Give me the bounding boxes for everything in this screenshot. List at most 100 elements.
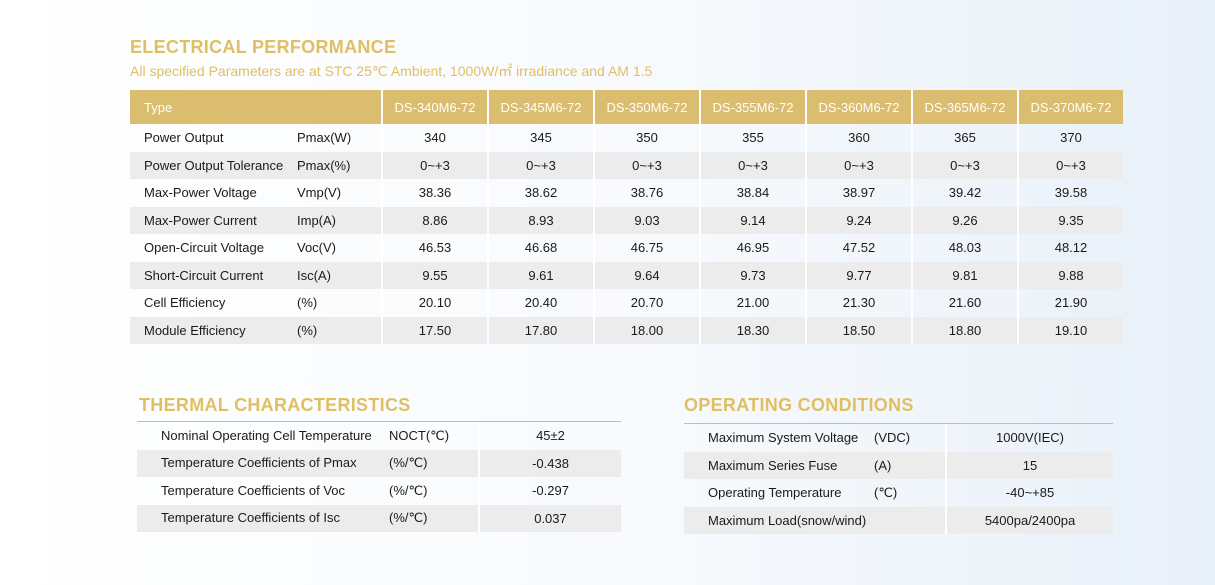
value-cell: 18.80 — [912, 316, 1019, 344]
parameter-unit: (VDC) — [874, 430, 911, 446]
operating-divider — [684, 423, 1113, 424]
thermal-characteristics-title: THERMAL CHARACTERISTICS — [139, 395, 411, 415]
table-row: Max-Power Current Imp(A) 8.86 8.93 9.03 9.14 9… — [130, 206, 1123, 234]
parameter-unit: Voc(V) — [297, 240, 337, 256]
model-header: DS-370M6-72 — [1018, 90, 1123, 124]
table-row: Module Efficiency (%) 17.50 17.80 18.00 18.30… — [130, 316, 1123, 344]
parameter-name: Temperature Coefficients of Voc — [161, 482, 346, 498]
parameter-label: Temperature Coefficients of Isc (%/℃) — [137, 504, 479, 532]
model-header: DS-360M6-72 — [806, 90, 913, 124]
operating-conditions-table: Maximum System Voltage (VDC) 1000V(IEC) Max… — [684, 424, 1113, 534]
value-cell: 39.42 — [912, 179, 1019, 207]
value-cell: 38.97 — [806, 179, 913, 207]
value-cell: 38.36 — [382, 179, 489, 207]
value-cell: 17.80 — [488, 316, 595, 344]
parameter-name: Module Efficiency — [144, 322, 246, 338]
parameter-label: Temperature Coefficients of Pmax (%/℃) — [137, 449, 479, 477]
table-header-row: Type DS-340M6-72 DS-345M6-72 DS-350M6-72… — [130, 90, 1123, 124]
parameter-name: Power Output — [144, 130, 224, 146]
value-cell: 9.81 — [912, 261, 1019, 289]
parameter-name: Temperature Coefficients of Isc — [161, 510, 340, 526]
model-header: DS-365M6-72 — [912, 90, 1019, 124]
operating-conditions-title: OPERATING CONDITIONS — [684, 395, 914, 415]
table-row: Nominal Operating Cell Temperature NOCT(℃… — [137, 422, 621, 450]
value-cell: 8.86 — [382, 206, 489, 234]
value-cell: 38.84 — [700, 179, 807, 207]
parameter-name: Maximum System Voltage — [708, 430, 859, 446]
parameter-label: Power Output Pmax(W) — [130, 124, 383, 152]
value-cell: 20.10 — [382, 289, 489, 317]
parameter-label: Operating Temperature (℃) — [684, 479, 946, 507]
parameter-name: Power Output Tolerance — [144, 157, 284, 173]
table-row: Cell Efficiency (%) 20.10 20.40 20.70 21.00 21… — [130, 289, 1123, 317]
electrical-performance-title: ELECTRICAL PERFORMANCE — [130, 37, 397, 57]
thermal-divider — [137, 421, 621, 422]
value-cell: 21.30 — [806, 289, 913, 317]
value-cell: 18.00 — [594, 316, 701, 344]
parameter-unit: Isc(A) — [297, 267, 331, 283]
parameter-name: Operating Temperature — [708, 484, 842, 500]
value-cell: 21.60 — [912, 289, 1019, 317]
value-cell: 9.03 — [594, 206, 701, 234]
parameter-label: Maximum Load(snow/wind) — [684, 506, 946, 534]
type-header: Type — [130, 90, 383, 124]
table-row: Temperature Coefficients of Voc (%/℃) -0.2… — [137, 477, 621, 505]
value-cell: 355 — [700, 124, 807, 152]
parameter-name: Temperature Coefficients of Pmax — [161, 455, 357, 471]
value-cell: 45±2 — [478, 422, 621, 450]
table-row: Open-Circuit Voltage Voc(V) 46.53 46.68 46.7… — [130, 234, 1123, 262]
table-row: Operating Temperature (℃) -40~+85 — [684, 479, 1113, 507]
value-cell: 48.03 — [912, 234, 1019, 262]
parameter-unit: NOCT(℃) — [389, 427, 450, 443]
value-cell: 360 — [806, 124, 913, 152]
table-row: Power Output Pmax(W) 340 345 350 355 360 365 370 — [130, 124, 1123, 152]
parameter-label: Max-Power Current Imp(A) — [130, 206, 383, 234]
electrical-performance-subtitle: All specified Parameters are at STC 25℃ … — [130, 63, 653, 79]
parameter-label: Maximum Series Fuse (A) — [684, 451, 946, 479]
value-cell: 18.30 — [700, 316, 807, 344]
value-cell: 9.61 — [488, 261, 595, 289]
model-header: DS-345M6-72 — [488, 90, 595, 124]
parameter-name: Max-Power Current — [144, 212, 257, 228]
value-cell: 0~+3 — [700, 151, 807, 179]
parameter-name: Short-Circuit Current — [144, 267, 264, 283]
value-cell: 38.76 — [594, 179, 701, 207]
value-cell: 15 — [945, 451, 1113, 479]
value-cell: 46.68 — [488, 234, 595, 262]
parameter-label: Power Output Tolerance Pmax(%) — [130, 151, 383, 179]
value-cell: 47.52 — [806, 234, 913, 262]
value-cell: 0~+3 — [806, 151, 913, 179]
value-cell: -0.297 — [478, 477, 621, 505]
table-row: Short-Circuit Current Isc(A) 9.55 9.61 9.64 9… — [130, 261, 1123, 289]
parameter-unit: (%/℃) — [389, 482, 428, 498]
value-cell: -0.438 — [478, 449, 621, 477]
parameter-label: Cell Efficiency (%) — [130, 289, 383, 317]
table-row: Max-Power Voltage Vmp(V) 38.36 38.62 38.76 38… — [130, 179, 1123, 207]
value-cell: 9.24 — [806, 206, 913, 234]
table-row: Temperature Coefficients of Isc (%/℃) 0.03… — [137, 504, 621, 532]
parameter-label: Open-Circuit Voltage Voc(V) — [130, 234, 383, 262]
model-header: DS-350M6-72 — [594, 90, 701, 124]
value-cell: 350 — [594, 124, 701, 152]
value-cell: 1000V(IEC) — [945, 424, 1113, 452]
value-cell: 17.50 — [382, 316, 489, 344]
value-cell: 9.73 — [700, 261, 807, 289]
parameter-unit: (%/℃) — [389, 455, 428, 471]
value-cell: 20.40 — [488, 289, 595, 317]
value-cell: 0~+3 — [488, 151, 595, 179]
value-cell: 46.53 — [382, 234, 489, 262]
parameter-label: Maximum System Voltage (VDC) — [684, 424, 946, 452]
value-cell: 0~+3 — [594, 151, 701, 179]
parameter-unit: (%) — [297, 322, 318, 338]
parameter-unit: (℃) — [874, 484, 898, 500]
value-cell: 38.62 — [488, 179, 595, 207]
parameter-name: Maximum Series Fuse — [708, 457, 838, 473]
parameter-unit: (%/℃) — [389, 510, 428, 526]
parameter-name: Open-Circuit Voltage — [144, 240, 264, 256]
value-cell: -40~+85 — [945, 479, 1113, 507]
table-row: Maximum Series Fuse (A) 15 — [684, 451, 1113, 479]
parameter-unit: (%) — [297, 295, 318, 311]
model-header: DS-355M6-72 — [700, 90, 807, 124]
parameter-unit: (A) — [874, 457, 892, 473]
parameter-name: Nominal Operating Cell Temperature — [161, 427, 372, 443]
